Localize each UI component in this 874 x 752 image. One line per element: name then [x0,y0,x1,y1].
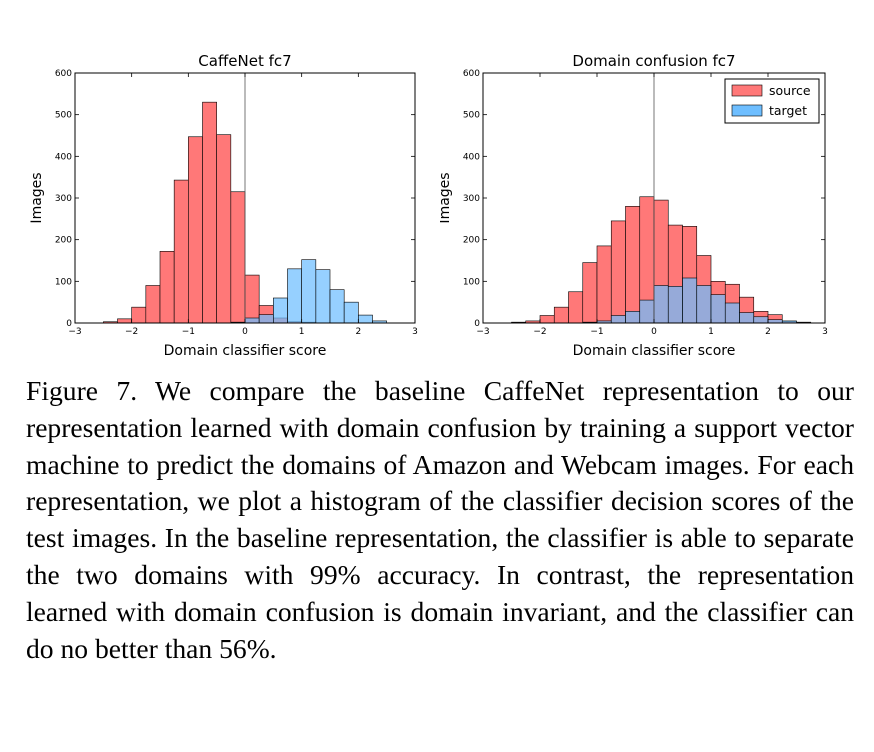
bar-series-2 [315,269,331,324]
bars [511,196,812,324]
bar-series-2 [343,301,359,324]
bar-target [639,299,655,324]
histogram-caffenet-fc7: −3 −2 −1 0 1 2 3 0 100 200 300 400 500 600 CaffeNet fc… [29,52,418,359]
y-tick-label: 0 [66,319,72,329]
bar-source [568,291,584,324]
y-tick-label: 300 [463,194,480,204]
y-tick-label: 500 [55,111,72,121]
legend-swatch-source [731,84,763,97]
y-tick-label: 300 [55,194,72,204]
bar-series-1 [216,134,232,324]
bar-series-1 [230,191,246,324]
bar-series-2 [273,297,288,324]
y-tick-label: 0 [474,319,480,329]
bar-target [653,285,669,324]
figure-7: −3 −2 −1 0 1 2 3 0 100 200 300 400 500 600 CaffeNet fc… [0,0,874,370]
legend-label-source: source [769,83,811,98]
x-tick-label: −2 [533,327,546,337]
bar-target [667,286,683,324]
chart-title: CaffeNet fc7 [198,52,291,70]
bar-series-2 [244,317,260,324]
x-tick-label: 3 [822,327,828,337]
x-axis-label: Domain classifier score [164,343,327,359]
bar-series-2 [358,314,373,324]
x-tick-label: −3 [476,327,489,337]
y-tick-label: 200 [463,236,480,246]
bar-series-1 [202,101,217,324]
x-tick-label: 2 [765,327,771,337]
bar-source [582,262,598,324]
bar-series-2 [329,289,345,324]
bar-source [539,315,555,324]
y-axis-label: Images [29,172,45,223]
y-tick-label: 100 [55,277,72,287]
y-axis: 0 100 200 300 400 500 600 [463,69,825,329]
y-axis: 0 100 200 300 400 500 600 [55,69,415,329]
bar-target [625,311,641,324]
legend-label-target: target [769,103,807,118]
bar-target [710,294,726,324]
bar-series-1 [244,274,260,324]
bar-source [625,206,641,324]
figure-caption: Figure 7. We compare the baseline CaffeN… [26,375,854,664]
y-tick-label: 500 [463,111,480,121]
bar-series-1 [188,136,203,324]
x-tick-label: 1 [708,327,714,337]
bar-series-1 [131,306,147,324]
bar-target [696,285,712,324]
bar-source [610,220,626,324]
y-tick-label: 600 [463,69,480,79]
x-tick-label: 0 [242,327,248,337]
bar-target [610,315,626,324]
legend: source target [724,78,820,124]
y-tick-label: 400 [463,152,480,162]
bar-series-1 [117,318,132,324]
y-tick-label: 400 [55,152,72,162]
histogram-domain-confusion-fc7: −3 −2 −1 0 1 2 3 0 100 200 300 400 500 600 Domain conf… [440,52,828,359]
x-axis-label: Domain classifier score [573,343,736,359]
x-tick-label: 3 [412,327,418,337]
bars [103,101,387,324]
legend-swatch-target [731,104,763,117]
x-tick-label: 0 [651,327,657,337]
bar-series-1 [159,251,175,324]
bar-source [596,245,612,324]
bar-target [739,312,755,324]
y-tick-label: 200 [55,236,72,246]
bar-series-2 [301,259,317,324]
bar-source [553,306,569,324]
chart-title: Domain confusion fc7 [572,52,735,70]
bar-target [724,302,740,324]
bar-series-1 [145,285,161,324]
x-tick-label: −2 [125,327,138,337]
bar-target [682,277,698,324]
x-axis: −3 −2 −1 0 1 2 3 [68,73,418,337]
x-tick-label: 2 [355,327,361,337]
bar-series-2 [258,314,274,324]
x-tick-label: −1 [590,327,603,337]
x-axis: −3 −2 −1 0 1 2 3 [476,73,828,337]
x-tick-label: 1 [299,327,305,337]
bar-series-2 [287,268,302,324]
bar-series-1 [173,179,189,324]
y-tick-label: 100 [463,277,480,287]
y-axis-label: Images [440,172,453,223]
y-tick-label: 600 [55,69,72,79]
x-tick-label: −1 [182,327,195,337]
bar-target [753,316,769,324]
x-tick-label: −3 [68,327,81,337]
